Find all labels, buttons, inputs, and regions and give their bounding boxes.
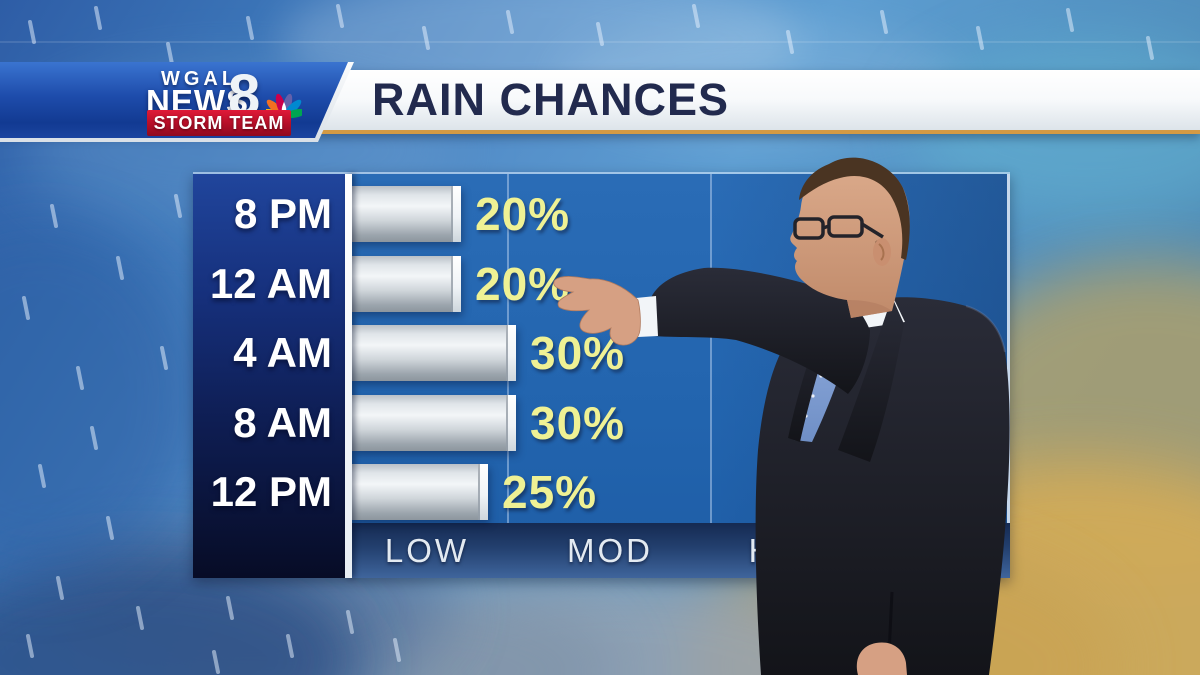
axis-section-label: LOW — [384, 531, 470, 569]
bar-end-cap — [506, 395, 516, 451]
bar-value-label: 30% — [530, 327, 626, 379]
bar-body — [352, 464, 478, 520]
rain-chance-bar — [352, 256, 461, 312]
bar-body — [352, 325, 506, 381]
axis-section-label: MOD — [567, 531, 653, 569]
rain-chance-bar — [352, 186, 461, 242]
pointing-hand — [553, 276, 641, 346]
bar-end-cap — [451, 256, 461, 312]
bar-value-label: 20% — [475, 188, 571, 240]
bar-value-label: 30% — [530, 397, 626, 449]
logo-call-letters: WGAL — [161, 68, 239, 90]
face — [790, 158, 910, 318]
bar-end-cap — [506, 325, 516, 381]
bar-body — [352, 256, 451, 312]
bar-end-cap — [451, 186, 461, 242]
chart-label-column: 8 PM 12 AM 4 AM 8 AM 12 PM — [193, 174, 345, 578]
left-hand — [856, 642, 907, 675]
hair — [799, 157, 910, 260]
glasses — [793, 215, 884, 240]
rain-chance-bar — [352, 395, 516, 451]
time-label: 8 PM — [233, 190, 332, 237]
pointing-arm-sleeve — [650, 267, 870, 394]
chart-right-border — [1007, 174, 1010, 578]
time-label: 4 AM — [233, 329, 332, 376]
rain-chance-bar — [352, 464, 488, 520]
bar-body — [352, 395, 506, 451]
shirt-cuff — [636, 296, 658, 337]
weather-presenter — [553, 157, 1010, 675]
time-label: 12 AM — [209, 260, 332, 307]
page-title: RAIN CHANCES — [372, 74, 730, 125]
storm-team-banner: STORM TEAM — [147, 110, 291, 136]
time-label: 8 AM — [233, 399, 332, 446]
ear — [873, 238, 891, 266]
chart-axis-line — [345, 174, 352, 578]
gridline-mod-high — [710, 174, 712, 578]
bar-value-label: 25% — [502, 466, 598, 518]
bar-end-cap — [478, 464, 488, 520]
time-label: 12 PM — [210, 468, 332, 515]
station-logo: WGAL NEWS 8 STORM TEAM — [0, 62, 354, 142]
rain-chance-bar — [352, 325, 516, 381]
bar-body — [352, 186, 451, 242]
